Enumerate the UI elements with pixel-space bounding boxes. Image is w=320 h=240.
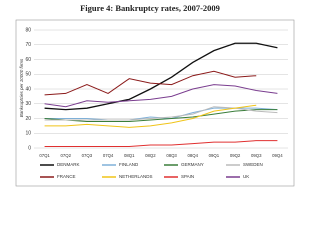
x-tick-label: 07Q4 [103, 153, 114, 158]
y-tick-label: 0 [28, 145, 31, 151]
series-line [44, 84, 278, 108]
series-line [44, 109, 278, 122]
x-tick-label: 08Q3 [166, 153, 177, 158]
legend-label: FINLAND [119, 162, 139, 167]
x-tick-label: 07Q3 [82, 153, 93, 158]
y-tick-label: 60 [25, 57, 31, 63]
y-tick-label: 10 [25, 131, 31, 137]
y-tick-label: 50 [25, 72, 31, 78]
series-line [44, 42, 278, 111]
legend-label: DENMARK [57, 162, 80, 167]
y-axis-label: Bankruptcies per 10000 firms [19, 58, 24, 117]
series-line [44, 104, 257, 128]
x-tick-label: 09Q1 [209, 153, 220, 158]
chart-frame [15, 19, 295, 187]
legend-label: NETHERLANDS [119, 174, 153, 179]
legend-label: UK [243, 174, 249, 179]
x-tick-label: 07Q2 [60, 153, 71, 158]
x-tick-label: 07Q1 [39, 153, 50, 158]
x-tick-label: 09Q4 [272, 153, 283, 158]
series-line [44, 70, 257, 96]
x-tick-label: 08Q1 [124, 153, 135, 158]
legend-label: SWEDEN [243, 162, 263, 167]
x-tick-label: 09Q3 [251, 153, 262, 158]
y-tick-label: 40 [25, 86, 31, 92]
y-tick-label: 30 [25, 101, 31, 107]
x-tick-label: 08Q4 [187, 153, 198, 158]
series-line [44, 140, 278, 148]
legend-label: GERMANY [181, 162, 204, 167]
series-line [44, 106, 278, 121]
x-tick-label: 08Q2 [145, 153, 156, 158]
y-tick-label: 70 [25, 42, 31, 48]
x-tick-label: 09Q2 [230, 153, 241, 158]
chart: Figure 4: Bankruptcy rates, 2007-2009 Ba… [15, 3, 295, 187]
legend-label: SPAIN [181, 174, 194, 179]
chart-title: Figure 4: Bankruptcy rates, 2007-2009 [80, 3, 220, 13]
y-tick-label: 80 [25, 27, 31, 33]
y-tick-label: 20 [25, 116, 31, 122]
legend-label: FRANCE [57, 174, 76, 179]
